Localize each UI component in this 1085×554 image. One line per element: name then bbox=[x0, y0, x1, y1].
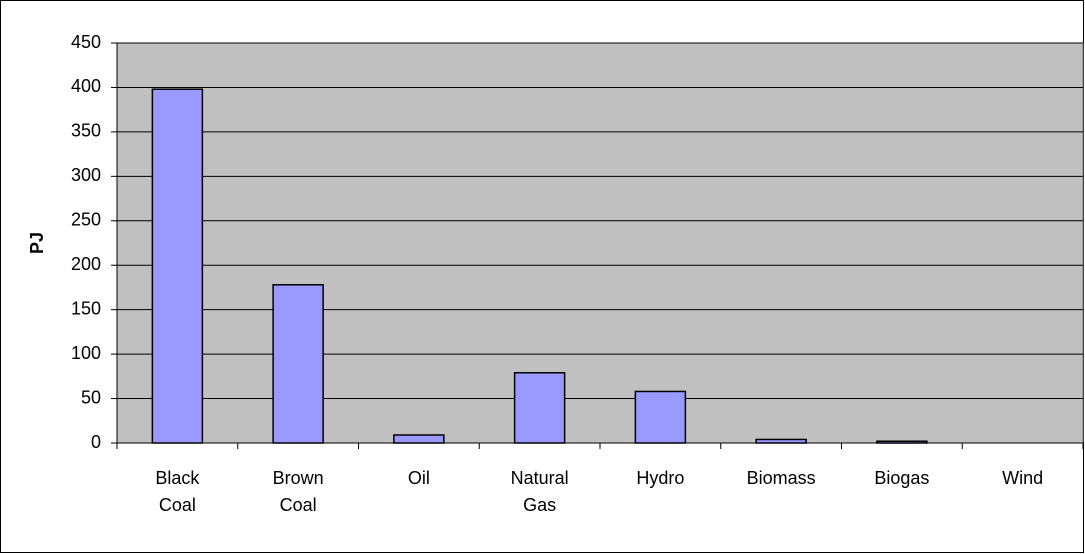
y-tick-label: 150 bbox=[71, 298, 101, 318]
y-tick-label: 200 bbox=[71, 254, 101, 274]
bar bbox=[272, 284, 324, 444]
bar bbox=[393, 434, 445, 444]
x-tick-label: Oil bbox=[407, 468, 430, 488]
bar bbox=[513, 372, 566, 444]
y-tick-label: 50 bbox=[81, 387, 101, 407]
y-tick-label: 100 bbox=[71, 343, 101, 363]
bar bbox=[151, 88, 204, 444]
bar bbox=[755, 438, 807, 444]
plot-area bbox=[116, 42, 1084, 444]
y-tick-label: 450 bbox=[71, 32, 101, 52]
y-tick-label: 250 bbox=[71, 210, 101, 230]
x-tick-label: Black Coal bbox=[155, 468, 200, 515]
x-tick-label: Natural Gas bbox=[510, 468, 569, 515]
x-tick-label: Biogas bbox=[874, 468, 930, 488]
bar bbox=[634, 390, 687, 444]
x-tick-label: Biomass bbox=[746, 468, 816, 488]
x-tick-label: Hydro bbox=[636, 468, 685, 488]
y-tick-label: 0 bbox=[91, 432, 101, 452]
y-tick-label: 300 bbox=[71, 165, 101, 185]
x-tick-label: Wind bbox=[1002, 468, 1044, 488]
y-axis-label: PJ bbox=[27, 232, 47, 254]
x-tick-label: Brown Coal bbox=[272, 468, 324, 515]
y-tick-label: 350 bbox=[71, 121, 101, 141]
y-tick-label: 400 bbox=[71, 76, 101, 96]
